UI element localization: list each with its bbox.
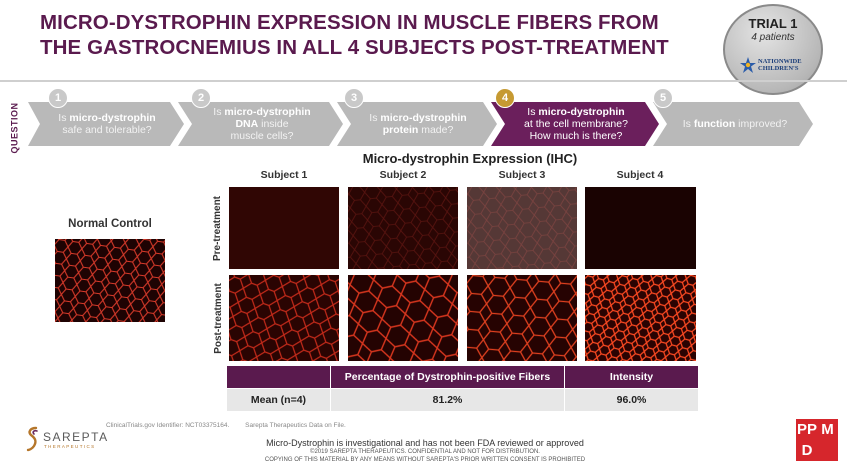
ppmd-logo: PP M D bbox=[796, 419, 838, 461]
post-treatment-label: Post-treatment bbox=[212, 282, 224, 354]
step-4[interactable]: Is micro-dystrophin at the cell membrane… bbox=[491, 102, 659, 146]
data-on-file: Sarepta Therapeutics Data on File. bbox=[245, 422, 346, 429]
subject-2-label: Subject 2 bbox=[379, 169, 427, 181]
logo-line-1: NATIONWIDE bbox=[758, 58, 802, 65]
subject-1-label: Subject 1 bbox=[260, 169, 308, 181]
subject-4-pre-image bbox=[585, 187, 696, 269]
header-intensity: Intensity bbox=[609, 371, 654, 383]
results-table: Percentage of Dystrophin-positive Fibers… bbox=[227, 366, 698, 411]
table-row: Mean (n=4) 81.2% 96.0% bbox=[227, 389, 698, 411]
subject-4-post-image bbox=[585, 275, 696, 361]
header-percentage: Percentage of Dystrophin-positive Fibers bbox=[344, 371, 551, 383]
step-2[interactable]: Is micro-dystrophin DNA inside muscle ce… bbox=[178, 102, 343, 146]
step-3[interactable]: Is micro-dystrophin protein made? bbox=[337, 102, 497, 146]
slide-title: MICRO-DYSTROPHIN EXPRESSION IN MUSCLE FI… bbox=[40, 10, 700, 60]
step-4-number: 4 bbox=[495, 88, 515, 108]
step-5-number: 5 bbox=[653, 88, 673, 108]
pre-treatment-label: Pre-treatment bbox=[212, 195, 224, 261]
question-label: QUESTION bbox=[9, 102, 20, 154]
subject-2-post-image bbox=[348, 275, 458, 361]
subject-4-label: Subject 4 bbox=[616, 169, 664, 181]
subject-3-label: Subject 3 bbox=[498, 169, 546, 181]
source-note: ClinicalTrials.gov Identifier: NCT033751… bbox=[106, 422, 360, 429]
step-2-number: 2 bbox=[191, 88, 211, 108]
header-empty bbox=[227, 366, 330, 388]
sarepta-s-icon bbox=[26, 426, 38, 452]
subject-3-pre-image bbox=[467, 187, 577, 269]
step-3-number: 3 bbox=[344, 88, 364, 108]
table-header: Percentage of Dystrophin-positive Fibers… bbox=[227, 366, 698, 388]
row-label-mean: Mean (n=4) bbox=[250, 394, 307, 406]
trial-label: TRIAL 1 bbox=[748, 16, 798, 31]
sarepta-name: SAREPTA bbox=[43, 430, 109, 444]
trial-badge: TRIAL 1 4 patients NATIONWIDE CHILDREN'S bbox=[723, 4, 823, 95]
nationwide-star-icon bbox=[740, 57, 756, 73]
subject-3-post-image bbox=[467, 275, 577, 361]
divider bbox=[0, 80, 847, 82]
subject-1-pre-image bbox=[229, 187, 339, 269]
sarepta-logo: SAREPTA THERAPEUTICS bbox=[26, 426, 136, 454]
percentage-value: 81.2% bbox=[432, 394, 463, 406]
fda-disclaimer: Micro-Dystrophin is investigational and … bbox=[266, 438, 584, 448]
logo-line-2: CHILDREN'S bbox=[758, 65, 799, 72]
step-5[interactable]: Is function improved? bbox=[653, 102, 813, 146]
step-1-number: 1 bbox=[48, 88, 68, 108]
nationwide-childrens-logo: NATIONWIDE CHILDREN'S bbox=[739, 54, 811, 76]
patients-label: 4 patients bbox=[751, 32, 795, 43]
step-1[interactable]: Is micro-dystrophin safe and tolerable? bbox=[28, 102, 184, 146]
subject-1-post-image bbox=[229, 275, 339, 361]
subject-2-pre-image bbox=[348, 187, 458, 269]
sarepta-sub: THERAPEUTICS bbox=[44, 444, 96, 449]
intensity-value: 96.0% bbox=[616, 394, 647, 406]
normal-control-image bbox=[55, 239, 165, 322]
normal-control-label: Normal Control bbox=[68, 218, 152, 230]
clinicaltrials-id: ClinicalTrials.gov Identifier: NCT033751… bbox=[106, 422, 230, 429]
copyright-notice: ©2019 SAREPTA THERAPEUTICS. CONFIDENTIAL… bbox=[264, 449, 586, 463]
title-line-2: THE GASTROCNEMIUS IN ALL 4 SUBJECTS POST… bbox=[40, 36, 669, 59]
ihc-title: Micro-dystrophin Expression (IHC) bbox=[362, 151, 578, 166]
title-line-1: MICRO-DYSTROPHIN EXPRESSION IN MUSCLE FI… bbox=[40, 11, 659, 34]
